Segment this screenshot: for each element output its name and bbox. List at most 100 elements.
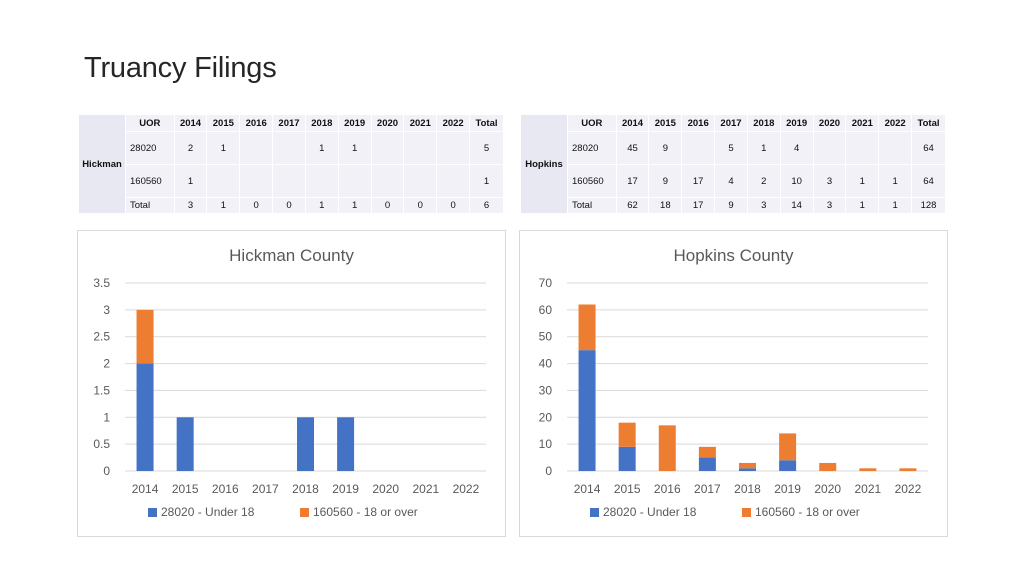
- value-cell: [239, 164, 274, 198]
- table-total-row: Total 3 1 0 0 1 1 0 0 0 6: [79, 197, 504, 214]
- chart-title: Hickman County: [229, 246, 354, 265]
- y-tick-label: 30: [539, 383, 553, 397]
- y-tick-label: 1.5: [93, 383, 110, 397]
- y-tick-label: 20: [539, 410, 553, 424]
- value-cell: 1: [173, 164, 208, 198]
- y-tick-label: 40: [539, 357, 553, 371]
- bar-under-18: [698, 457, 716, 471]
- x-tick-label: 2022: [895, 482, 922, 496]
- y-tick-label: 10: [539, 437, 553, 451]
- table-row: 28020 45 9 5 1 4 64: [521, 131, 946, 165]
- header-cell: 2022: [436, 114, 471, 132]
- value-cell: [436, 164, 471, 198]
- county-label-cell: Hickman: [78, 114, 126, 214]
- bar-under-18: [739, 468, 756, 471]
- y-tick-label: 2: [103, 357, 110, 371]
- value-cell: 0: [403, 197, 438, 214]
- value-cell: 9: [648, 164, 683, 198]
- legend-swatch: [742, 508, 751, 517]
- bar-18-or-over: [136, 309, 154, 364]
- value-cell: 3: [746, 197, 781, 214]
- value-cell: 18: [648, 197, 683, 214]
- x-tick-label: 2017: [252, 482, 279, 496]
- value-cell: 17: [615, 164, 650, 198]
- legend-label: 160560 - 18 or over: [313, 505, 418, 519]
- hopkins-chart: Hopkins County 0 10 20 30 40 50 60 70 2014 2015 201…: [519, 230, 948, 537]
- value-cell: 1: [206, 197, 241, 214]
- x-tick-label: 2016: [654, 482, 681, 496]
- value-cell: [272, 164, 306, 198]
- county-label: Hopkins: [525, 158, 563, 170]
- chart-title: Hopkins County: [673, 246, 794, 265]
- value-cell: 10: [779, 164, 814, 198]
- value-cell: 9: [648, 131, 683, 165]
- header-cell: Total: [469, 114, 504, 132]
- x-tick-label: 2019: [774, 482, 801, 496]
- x-tick-label: 2014: [132, 482, 159, 496]
- bar-under-18: [618, 446, 636, 471]
- x-tick-label: 2021: [412, 482, 439, 496]
- value-cell: 5: [469, 131, 504, 165]
- header-cell: 2020: [812, 114, 847, 132]
- value-cell: 1: [469, 164, 504, 198]
- value-cell: [436, 131, 471, 165]
- x-tick-label: 2018: [734, 482, 761, 496]
- uor-cell: 160560: [567, 164, 617, 198]
- legend-label: 160560 - 18 or over: [755, 505, 860, 519]
- hopkins-table: Hopkins UOR 2014 2015 2016 2017 2018 201…: [520, 114, 946, 214]
- hopkins-chart-svg: Hopkins County 0 10 20 30 40 50 60 70 2014 2015 201…: [539, 246, 928, 519]
- y-tick-label: 60: [539, 303, 553, 317]
- value-cell: 1: [304, 197, 339, 214]
- value-cell: 1: [746, 131, 781, 165]
- value-cell: [239, 131, 274, 165]
- header-cell: 2015: [206, 114, 241, 132]
- y-tick-label: 3: [103, 303, 110, 317]
- county-label: Hickman: [82, 158, 122, 170]
- value-cell: [370, 164, 405, 198]
- value-cell: 3: [812, 197, 847, 214]
- y-tick-label: 0.5: [93, 437, 110, 451]
- legend-label: 28020 - Under 18: [603, 505, 697, 519]
- value-cell: [272, 131, 306, 165]
- value-cell: [370, 131, 405, 165]
- value-cell: 1: [337, 131, 372, 165]
- header-cell: 2014: [173, 114, 208, 132]
- value-cell: 17: [681, 164, 716, 198]
- header-cell: 2019: [337, 114, 372, 132]
- uor-cell: 160560: [125, 164, 175, 198]
- county-label-cell: Hopkins: [520, 114, 568, 214]
- value-cell: [304, 164, 339, 198]
- value-cell: 1: [206, 131, 241, 165]
- bar-18-or-over: [578, 304, 596, 351]
- x-tick-label: 2021: [854, 482, 881, 496]
- header-cell: 2015: [648, 114, 683, 132]
- header-cell: 2018: [304, 114, 339, 132]
- value-cell: 3: [812, 164, 847, 198]
- value-cell: 1: [845, 197, 880, 214]
- header-cell: 2019: [779, 114, 814, 132]
- value-cell: [403, 131, 438, 165]
- value-cell: 0: [239, 197, 274, 214]
- value-cell: [812, 131, 847, 165]
- hickman-chart-svg: Hickman County 0 0.5 1 1.5 2 2.5 3 3.5 2014 2015 20…: [93, 246, 486, 519]
- value-cell: 64: [911, 164, 946, 198]
- value-cell: 1: [337, 197, 372, 214]
- header-cell: 2022: [878, 114, 913, 132]
- uor-cell: 28020: [125, 131, 175, 165]
- x-tick-label: 2018: [292, 482, 319, 496]
- total-label: Total: [125, 197, 175, 214]
- x-tick-label: 2017: [694, 482, 721, 496]
- bar-under-18: [136, 363, 154, 471]
- value-cell: [337, 164, 372, 198]
- bar-18-or-over: [658, 425, 676, 471]
- y-tick-label: 0: [545, 464, 552, 478]
- value-cell: 64: [911, 131, 946, 165]
- bar-18-or-over: [859, 468, 877, 471]
- bar-18-or-over: [899, 468, 917, 471]
- value-cell: 0: [370, 197, 405, 214]
- header-cell: UOR: [567, 114, 617, 132]
- value-cell: 4: [714, 164, 748, 198]
- y-tick-label: 50: [539, 330, 553, 344]
- value-cell: [403, 164, 438, 198]
- y-tick-label: 2.5: [93, 330, 110, 344]
